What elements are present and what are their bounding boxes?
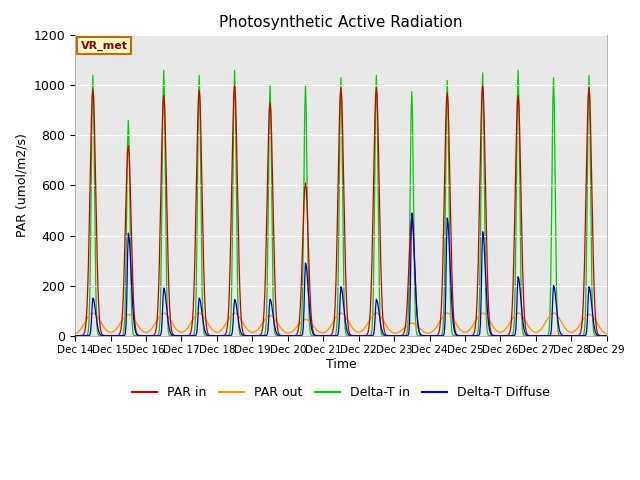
Title: Photosynthetic Active Radiation: Photosynthetic Active Radiation <box>219 15 463 30</box>
Text: VR_met: VR_met <box>81 40 127 50</box>
X-axis label: Time: Time <box>326 358 356 371</box>
Y-axis label: PAR (umol/m2/s): PAR (umol/m2/s) <box>15 133 28 238</box>
Legend: PAR in, PAR out, Delta-T in, Delta-T Diffuse: PAR in, PAR out, Delta-T in, Delta-T Dif… <box>127 382 555 405</box>
